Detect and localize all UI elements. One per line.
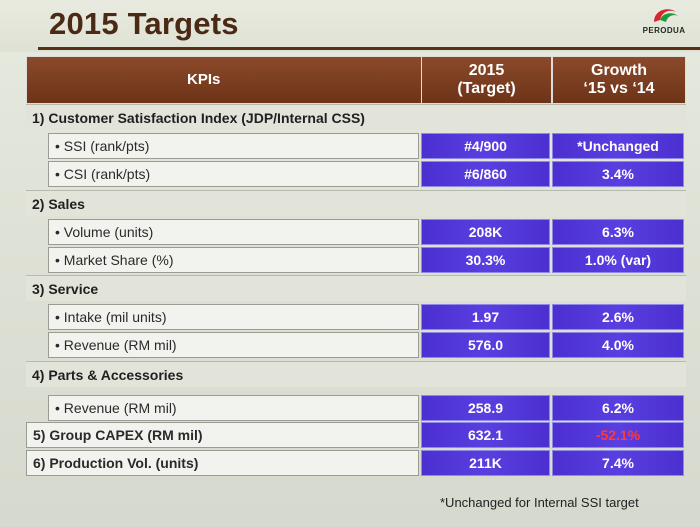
perodua-logo: PERODUA	[632, 2, 696, 42]
table-row: • Revenue (RM mil) 258.9 6.2%	[26, 394, 686, 421]
header-target-cell: 2015 (Target)	[421, 56, 552, 104]
table-row: 5) Group CAPEX (RM mil) 632.1 -52.1%	[26, 421, 686, 448]
growth-value: 7.4%	[552, 450, 684, 476]
kpi-label: • Market Share (%)	[48, 247, 419, 273]
kpi-label: • Intake (mil units)	[48, 304, 419, 330]
kpi-label: 6) Production Vol. (units)	[26, 450, 419, 476]
kpi-label: • Revenue (RM mil)	[48, 332, 419, 358]
growth-value: *Unchanged	[552, 133, 684, 159]
target-value: 576.0	[421, 332, 550, 358]
table-row: 6) Production Vol. (units) 211K 7.4%	[26, 449, 686, 476]
section-row: 1) Customer Satisfaction Index (JDP/Inte…	[26, 104, 686, 130]
growth-value: 2.6%	[552, 304, 684, 330]
target-value: 30.3%	[421, 247, 550, 273]
slide-title: 2015 Targets	[49, 6, 239, 41]
growth-value: 4.0%	[552, 332, 684, 358]
growth-value: 1.0% (var)	[552, 247, 684, 273]
kpi-label: • Volume (units)	[48, 219, 419, 245]
header-target-label: (Target)	[457, 80, 516, 97]
title-band	[0, 0, 700, 52]
growth-value: 6.2%	[552, 395, 684, 421]
section-row: 4) Parts & Accessories	[26, 361, 686, 387]
section-row: 2) Sales	[26, 190, 686, 216]
header-growth-period: ‘15 vs ‘14	[583, 80, 655, 97]
section-label: 2) Sales	[26, 190, 686, 216]
section-row: 3) Service	[26, 275, 686, 301]
kpi-label: • CSI (rank/pts)	[48, 161, 419, 187]
table-row: • Market Share (%) 30.3% 1.0% (var)	[26, 246, 686, 273]
target-value: 208K	[421, 219, 550, 245]
footnote: *Unchanged for Internal SSI target	[440, 495, 639, 510]
title-divider	[38, 47, 700, 50]
kpi-label: • SSI (rank/pts)	[48, 133, 419, 159]
table-row: • CSI (rank/pts) #6/860 3.4%	[26, 160, 686, 187]
table-row: • Volume (units) 208K 6.3%	[26, 218, 686, 245]
header-target-year: 2015	[468, 62, 505, 79]
header-growth-cell: Growth ‘15 vs ‘14	[552, 56, 686, 104]
target-value: 632.1	[421, 422, 550, 448]
header-growth-label: Growth	[591, 62, 647, 79]
logo-mark-icon	[654, 9, 678, 22]
header-kpi-label: KPIs	[187, 71, 221, 88]
target-value: #6/860	[421, 161, 550, 187]
table-row: • SSI (rank/pts) #4/900 *Unchanged	[26, 132, 686, 159]
table-row: • Revenue (RM mil) 576.0 4.0%	[26, 331, 686, 358]
table-row: • Intake (mil units) 1.97 2.6%	[26, 303, 686, 330]
section-label: 1) Customer Satisfaction Index (JDP/Inte…	[26, 104, 686, 130]
kpi-label: • Revenue (RM mil)	[48, 395, 419, 421]
target-value: 258.9	[421, 395, 550, 421]
growth-value: 3.4%	[552, 161, 684, 187]
growth-value-negative: -52.1%	[552, 422, 684, 448]
header-kpi-cell: KPIs	[26, 56, 423, 104]
target-value: #4/900	[421, 133, 550, 159]
kpi-label: 5) Group CAPEX (RM mil)	[26, 422, 419, 448]
section-label: 3) Service	[26, 275, 686, 301]
growth-value: 6.3%	[552, 219, 684, 245]
logo-text: PERODUA	[642, 26, 686, 35]
target-value: 1.97	[421, 304, 550, 330]
kpi-table: KPIs 2015 (Target) Growth ‘15 vs ‘14 1) …	[26, 56, 686, 484]
section-label: 4) Parts & Accessories	[26, 361, 686, 387]
target-value: 211K	[421, 450, 550, 476]
